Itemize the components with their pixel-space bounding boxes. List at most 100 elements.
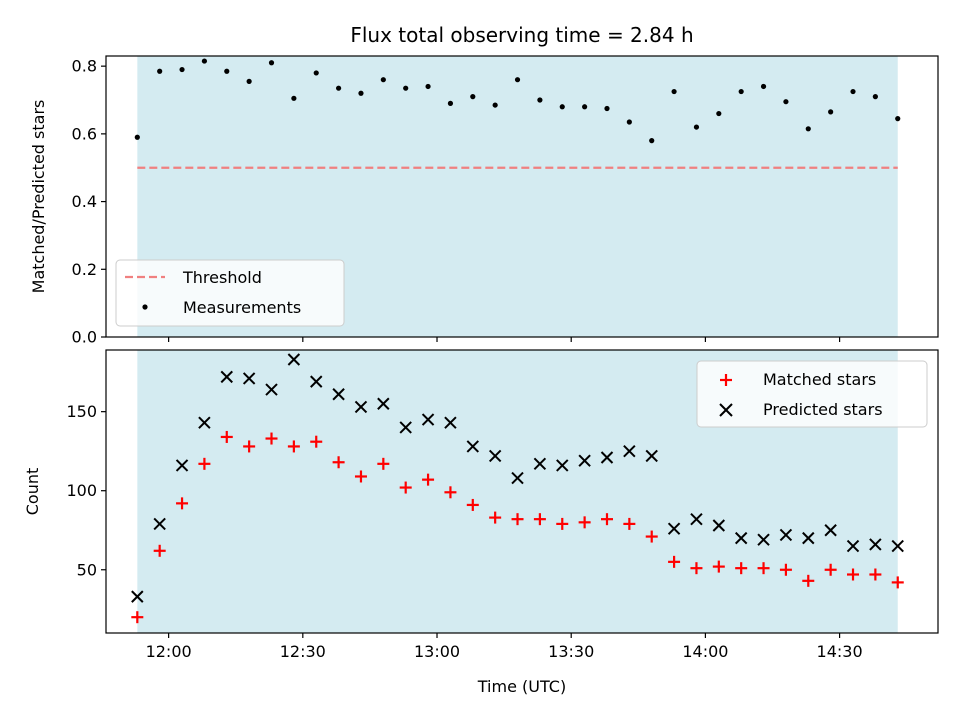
predicted-star-point — [377, 397, 390, 410]
predicted-star-point — [891, 539, 904, 553]
bottom-x-tick-label: 14:30 — [817, 642, 863, 661]
predicted-marker-stroke — [175, 459, 189, 472]
top-legend: Threshold Measurements — [115, 259, 345, 327]
measurement-point — [582, 104, 588, 110]
bottom-x-tick-label: 12:00 — [146, 642, 192, 661]
predicted-marker-stroke — [287, 353, 301, 366]
matched-star-point — [354, 470, 367, 483]
measurement-point — [559, 104, 565, 110]
bottom-x-tick-label: 14:00 — [682, 642, 728, 661]
predicted-marker-stroke — [600, 451, 614, 464]
matched-star-point — [198, 457, 211, 470]
predicted-marker-stroke — [421, 413, 435, 426]
predicted-marker-stroke — [578, 454, 591, 467]
measurement-point — [738, 88, 744, 95]
predicted-marker-stroke — [690, 512, 703, 526]
measurements-points — [134, 58, 901, 144]
matched-star-point — [600, 513, 613, 526]
matched-star-point — [891, 576, 904, 589]
matched-star-point — [511, 513, 524, 526]
matched-star-point — [243, 440, 256, 453]
matched-star-point — [802, 574, 815, 587]
legend-measurements-swatch — [142, 304, 148, 310]
matched-star-point — [690, 562, 703, 575]
measurement-point — [514, 77, 521, 83]
measurement-point — [447, 100, 454, 106]
matched-star-point — [444, 486, 457, 499]
top-panel: 0.00.20.40.60.8 Matched/Predicted stars … — [29, 55, 939, 347]
predicted-marker-stroke — [757, 533, 770, 546]
predicted-star-point — [578, 454, 591, 467]
predicted-marker-stroke — [734, 531, 748, 545]
matched-star-point — [869, 568, 882, 581]
top-y-tick-label: 0.6 — [72, 124, 97, 143]
predicted-marker-stroke — [846, 539, 860, 553]
matched-star-point — [712, 560, 725, 573]
top-y-tick-label: 0.8 — [72, 57, 97, 76]
predicted-star-point — [600, 451, 614, 464]
measurement-point — [201, 58, 208, 64]
measurement-point — [224, 68, 230, 74]
predicted-star-point — [779, 528, 793, 542]
measurement-point — [336, 85, 342, 91]
predicted-star-point — [242, 372, 256, 385]
predicted-marker-stroke — [667, 522, 681, 535]
bottom-y-ticks: 50 100 150 — [66, 402, 106, 579]
measurement-point — [313, 70, 319, 76]
bottom-x-ticks: 12:00 12:30 13:00 13:30 14:00 14:30 — [146, 633, 863, 661]
matched-star-point — [578, 516, 591, 529]
matched-star-point — [533, 513, 546, 526]
x-axis-label: Time (UTC) — [477, 677, 566, 696]
legend-matched-swatch — [720, 374, 732, 386]
bottom-axes-frame — [105, 349, 939, 634]
measurement-point — [246, 78, 252, 84]
predicted-star-point — [712, 519, 726, 532]
predicted-star-point — [466, 440, 480, 453]
measurement-point — [626, 119, 632, 125]
bottom-x-tick-label: 12:30 — [280, 642, 326, 661]
matched-star-point — [556, 517, 569, 530]
matched-star-point — [153, 544, 166, 557]
predicted-star-point — [533, 457, 547, 471]
matched-star-point — [779, 563, 792, 576]
predicted-star-point — [444, 416, 457, 429]
predicted-star-point — [869, 538, 882, 551]
matched-star-point — [310, 435, 323, 448]
legend-predicted-swatch — [719, 403, 733, 417]
legend-measurements-label: Measurements — [183, 298, 301, 317]
predicted-star-point — [310, 375, 323, 388]
predicted-marker-stroke — [198, 416, 211, 429]
predicted-marker-stroke — [556, 459, 569, 472]
predicted-marker-stroke — [712, 519, 726, 532]
predicted-star-point — [287, 353, 301, 366]
bottom-y-axis-label: Count — [23, 468, 42, 516]
predicted-marker-stroke — [242, 372, 256, 385]
measurement-point — [358, 90, 364, 96]
matched-star-point — [131, 611, 144, 624]
measurement-point — [425, 83, 431, 90]
measurement-point — [537, 97, 543, 103]
predicted-star-point — [421, 413, 435, 426]
predicted-marker-stroke — [153, 517, 166, 531]
matched-star-point — [489, 511, 502, 524]
matched-star-point — [645, 530, 658, 543]
predicted-marker-stroke — [444, 416, 457, 429]
predicted-marker-stroke — [310, 375, 323, 388]
legend-threshold-label: Threshold — [182, 268, 262, 287]
predicted-marker-stroke — [824, 524, 837, 537]
predicted-star-point — [488, 449, 502, 463]
matched-star-point — [623, 517, 636, 530]
predicted-star-point — [757, 533, 770, 546]
predicted-star-point — [511, 471, 524, 485]
measurement-point — [134, 134, 140, 140]
matched-star-point — [422, 473, 435, 486]
measurement-point — [470, 94, 476, 100]
predicted-star-point — [667, 522, 681, 535]
bottom-y-tick-label: 100 — [66, 481, 97, 500]
matched-star-point — [377, 457, 390, 470]
measurement-point — [805, 126, 811, 132]
measurement-point — [828, 109, 834, 115]
predicted-star-point — [846, 539, 860, 553]
predicted-marker-stroke — [220, 370, 233, 384]
